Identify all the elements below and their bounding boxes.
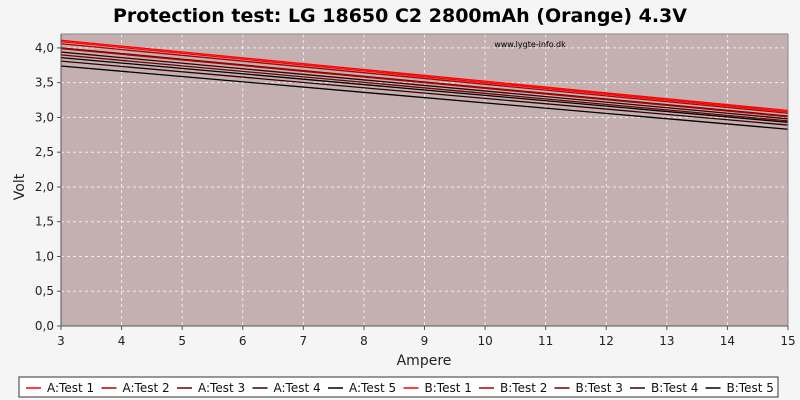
x-tick-label: 15 <box>780 334 795 348</box>
series-line <box>60 47 789 117</box>
x-tick-label: 10 <box>477 334 492 348</box>
y-tick-label: 3,5 <box>35 76 54 90</box>
y-tick-label: 1,5 <box>35 215 54 229</box>
legend-label: A:Test 4 <box>274 381 321 395</box>
legend-label: A:Test 5 <box>349 381 396 395</box>
series-line <box>60 41 789 113</box>
y-tick-label: 3,0 <box>35 110 54 124</box>
chart-title: Protection test: LG 18650 C2 2800mAh (Or… <box>113 5 687 27</box>
y-tick-label: 2,5 <box>35 145 54 159</box>
series-line <box>60 60 789 126</box>
y-tick-label: 2,0 <box>35 180 54 194</box>
x-axis-label: Ampere <box>397 353 452 369</box>
series-line <box>60 56 789 123</box>
series-line <box>60 39 789 112</box>
legend: A:Test 1 A:Test 2 A:Test 3 A:Test 4 A:Test 5… <box>26 381 774 395</box>
tick-labels: 3 4 5 6 7 8 9 10 11 12 13 14 15 0,0 0,5 1,0 1,5 2,0 2,5 3,0… <box>35 41 796 348</box>
y-axis-label: Volt <box>12 173 28 200</box>
x-tick-label: 8 <box>360 334 368 348</box>
series-line <box>60 54 789 122</box>
legend-label: A:Test 1 <box>47 381 94 395</box>
x-tick-label: 11 <box>538 334 553 348</box>
x-tick-label: 12 <box>599 334 614 348</box>
legend-label: B:Test 1 <box>425 381 472 395</box>
legend-label: B:Test 4 <box>651 381 698 395</box>
axes <box>57 33 789 330</box>
x-tick-label: 13 <box>659 334 674 348</box>
x-tick-label: 5 <box>178 334 186 348</box>
y-tick-label: 0,0 <box>35 319 54 333</box>
legend-label: B:Test 5 <box>727 381 774 395</box>
y-tick-label: 1,0 <box>35 249 54 263</box>
x-tick-label: 4 <box>118 334 126 348</box>
y-tick-label: 0,5 <box>35 284 54 298</box>
legend-label: B:Test 3 <box>576 381 623 395</box>
series-line <box>60 47 789 118</box>
series-line <box>60 65 789 130</box>
series-line <box>60 51 789 120</box>
series-lines <box>60 39 789 130</box>
x-tick-label: 14 <box>720 334 735 348</box>
x-tick-label: 6 <box>239 334 247 348</box>
legend-label: B:Test 2 <box>500 381 547 395</box>
legend-label: A:Test 3 <box>198 381 245 395</box>
y-tick-label: 4,0 <box>35 41 54 55</box>
legend-box <box>18 376 779 398</box>
x-tick-label: 7 <box>300 334 308 348</box>
watermark: www.lygte-info.dk <box>494 40 566 49</box>
x-tick-label: 3 <box>57 334 65 348</box>
series-line <box>60 43 789 114</box>
legend-label: A:Test 2 <box>123 381 170 395</box>
x-tick-label: 9 <box>421 334 429 348</box>
